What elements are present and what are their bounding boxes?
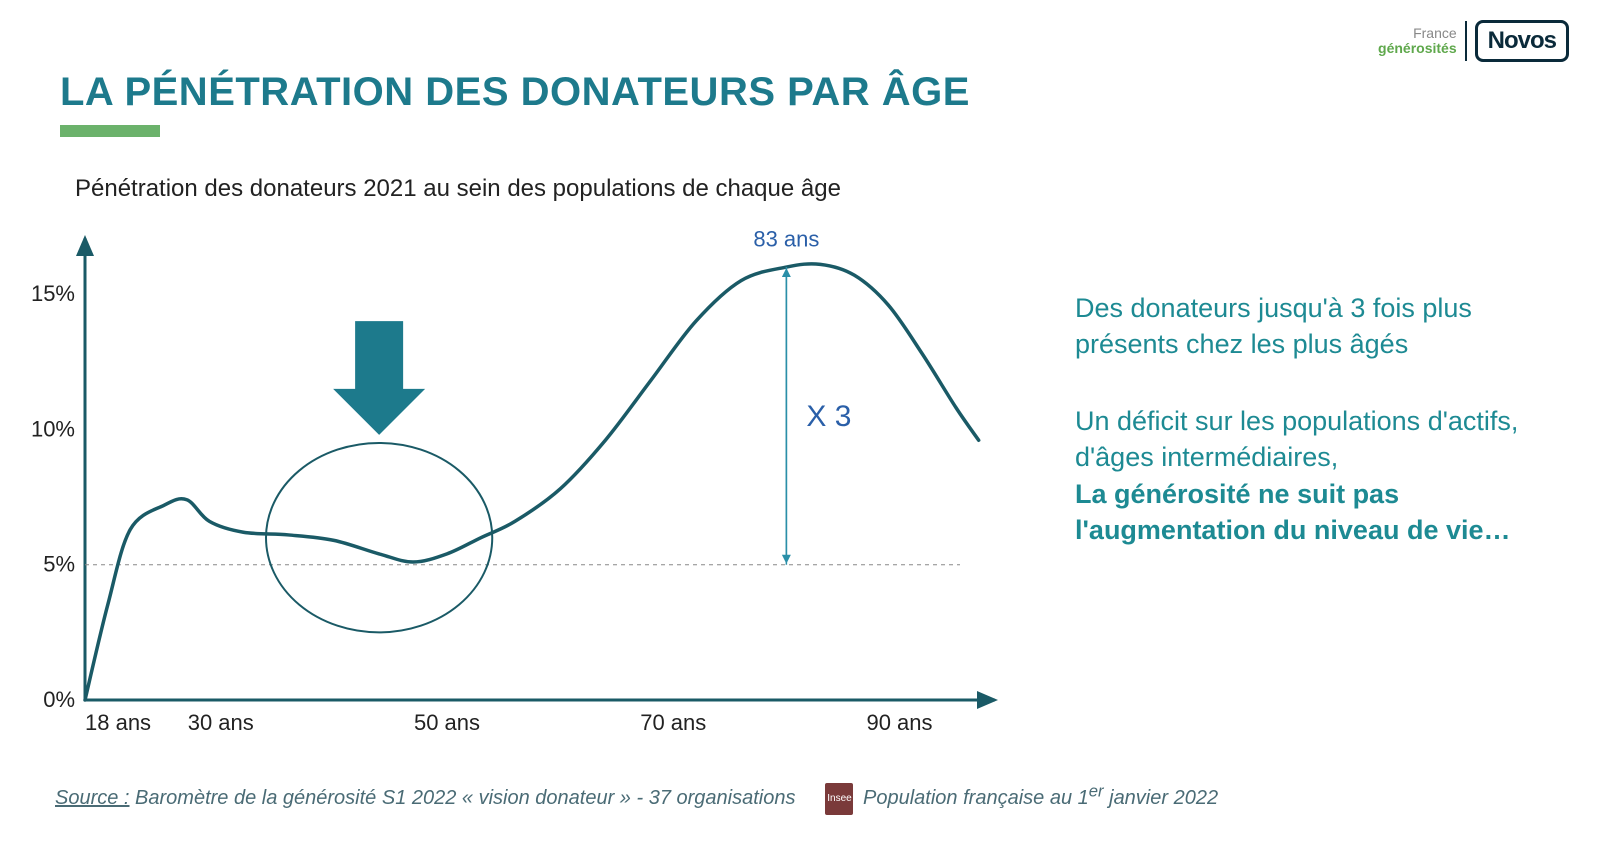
svg-text:18 ans: 18 ans — [85, 710, 151, 735]
commentary-p2a: Un déficit sur les populations d'actifs,… — [1075, 406, 1518, 472]
source-insee: Insee Population française au 1er janvie… — [825, 782, 1218, 815]
source-main: Source : Baromètre de la générosité S1 2… — [55, 787, 795, 810]
svg-text:5%: 5% — [43, 552, 75, 577]
source-label: Source : — [55, 787, 129, 809]
logo-fg-line1: France — [1378, 26, 1457, 41]
source-footer: Source : Baromètre de la générosité S1 2… — [55, 782, 1218, 815]
novos-logo: Novos — [1475, 20, 1569, 62]
penetration-chart: 0% 5% 10% 15% 18 ans 30 ans 50 ans 70 ans 90 ans… — [30, 230, 1010, 760]
page-title: LA PÉNÉTRATION DES DONATEURS PAR ÂGE — [60, 70, 970, 115]
source-text: Baromètre de la générosité S1 2022 « vis… — [135, 787, 795, 809]
svg-text:70 ans: 70 ans — [640, 710, 706, 735]
svg-text:0%: 0% — [43, 687, 75, 712]
svg-text:90 ans: 90 ans — [866, 710, 932, 735]
commentary-p2b: La générosité ne suit pas l'augmentation… — [1075, 479, 1511, 545]
svg-text:X 3: X 3 — [806, 400, 851, 433]
svg-text:10%: 10% — [31, 416, 75, 441]
commentary: Des donateurs jusqu'à 3 fois plus présen… — [1075, 290, 1575, 549]
france-generosites-logo: France générosités — [1378, 26, 1457, 57]
insee-logo-icon: Insee — [825, 783, 853, 815]
commentary-p2: Un déficit sur les populations d'actifs,… — [1075, 403, 1575, 549]
insee-text: Population française au 1er janvier 2022 — [863, 787, 1218, 809]
header-logos: France générosités Novos — [1378, 20, 1569, 62]
svg-text:30 ans: 30 ans — [188, 710, 254, 735]
logo-fg-line2: générosités — [1378, 41, 1457, 56]
commentary-p1: Des donateurs jusqu'à 3 fois plus présen… — [1075, 290, 1575, 363]
logo-divider — [1465, 21, 1467, 61]
chart-subtitle: Pénétration des donateurs 2021 au sein d… — [75, 175, 841, 203]
svg-text:15%: 15% — [31, 281, 75, 306]
title-underline — [60, 125, 160, 137]
svg-text:50 ans: 50 ans — [414, 710, 480, 735]
svg-text:83 ans: 83 ans — [753, 230, 819, 251]
